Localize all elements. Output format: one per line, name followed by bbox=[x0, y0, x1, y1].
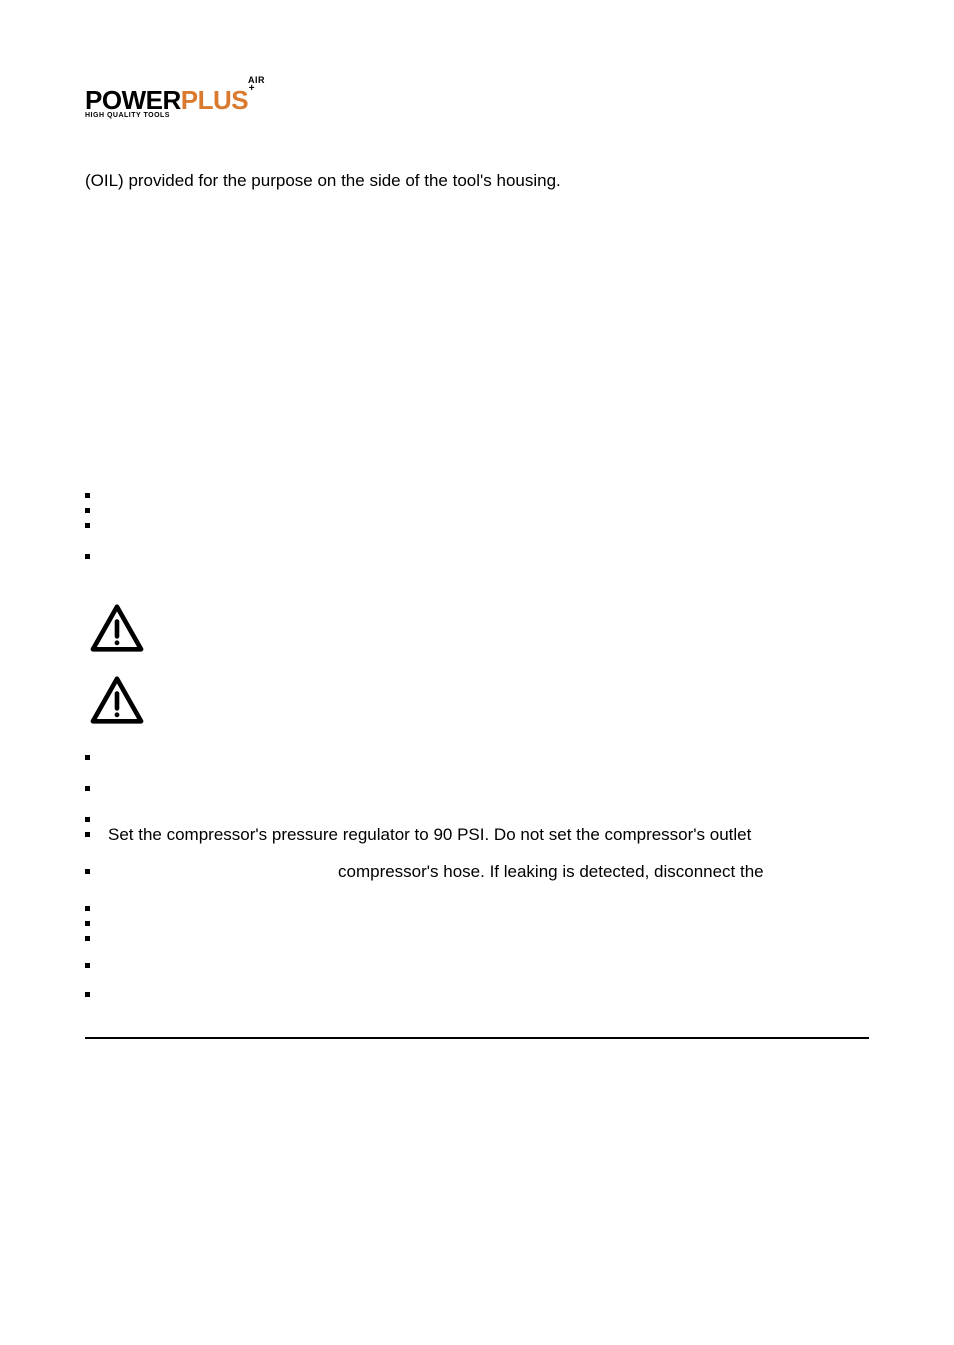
bullet-icon bbox=[85, 508, 90, 513]
list-item-text: compressor's hose. If leaking is detecte… bbox=[108, 861, 764, 884]
bullet-icon bbox=[85, 921, 90, 926]
bullet-icon bbox=[85, 992, 90, 997]
bullet-icon bbox=[85, 786, 90, 791]
list-item-text: Set the compressor's pressure regulator … bbox=[108, 824, 751, 847]
bullet-icon bbox=[85, 832, 90, 837]
list-item bbox=[85, 913, 869, 926]
spacer bbox=[85, 205, 869, 485]
list-item bbox=[85, 747, 869, 760]
warning-icon bbox=[89, 675, 869, 725]
list-item bbox=[85, 898, 869, 911]
bullet-icon bbox=[85, 936, 90, 941]
bullet-icon bbox=[85, 755, 90, 760]
list-item: Set the compressor's pressure regulator … bbox=[85, 824, 869, 847]
list-item bbox=[85, 809, 869, 822]
footer-divider bbox=[85, 1037, 869, 1039]
list-item bbox=[85, 485, 869, 498]
bullet-icon bbox=[85, 523, 90, 528]
logo-plus-text: PLUS bbox=[181, 85, 248, 115]
top-bullet-list bbox=[85, 485, 869, 559]
list-item bbox=[85, 546, 869, 559]
bullet-icon bbox=[85, 817, 90, 822]
bullet-icon bbox=[85, 963, 90, 968]
intro-paragraph: (OIL) provided for the purpose on the si… bbox=[85, 170, 869, 193]
warning-icon bbox=[89, 603, 869, 653]
warning-icon-group bbox=[85, 603, 869, 725]
bullet-icon bbox=[85, 554, 90, 559]
bullet-icon bbox=[85, 493, 90, 498]
list-item bbox=[85, 778, 869, 791]
list-item bbox=[85, 984, 869, 997]
list-item: compressor's hose. If leaking is detecte… bbox=[85, 861, 869, 884]
bullet-icon bbox=[85, 869, 90, 874]
bullet-icon bbox=[85, 906, 90, 911]
list-item bbox=[85, 515, 869, 528]
list-item bbox=[85, 928, 869, 941]
list-item bbox=[85, 500, 869, 513]
list-item bbox=[85, 955, 869, 968]
bottom-bullet-list: Set the compressor's pressure regulator … bbox=[85, 747, 869, 997]
brand-logo: AIR POWERPLUS HIGH QUALITY TOOLS bbox=[85, 85, 275, 135]
logo-power-text: POWER bbox=[85, 85, 181, 115]
